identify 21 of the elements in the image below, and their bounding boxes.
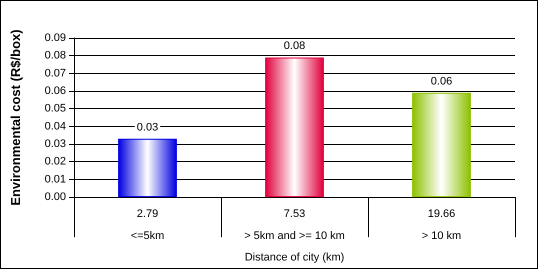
bar <box>265 57 324 198</box>
y-tick-label: 0.08 <box>44 50 66 62</box>
data-label: 0.03 <box>136 121 158 134</box>
bar <box>118 138 177 198</box>
x-tick-label: 19.66 > 10 km <box>422 208 462 242</box>
y-tick-label: 0.04 <box>44 120 66 132</box>
data-label: 0.06 <box>430 75 452 88</box>
y-tick-label: 0.03 <box>44 138 66 150</box>
y-tick-label: 0.02 <box>44 156 66 168</box>
y-tick-label: 0.07 <box>44 67 66 80</box>
x-axis-title: Distance of city (km) <box>244 252 344 264</box>
x-tick-label: 7.53 > 5km and >= 10 km <box>244 208 345 242</box>
x-tick-label: 2.79 <=5km <box>130 208 164 242</box>
y-tick-label: 0.09 <box>44 32 66 44</box>
y-tick-label: 0.01 <box>44 173 66 186</box>
y-tick-label: 0.05 <box>44 102 66 115</box>
bar <box>412 92 471 198</box>
y-tick-label: 0.06 <box>44 85 66 98</box>
data-label: 0.08 <box>284 40 306 52</box>
y-axis-title: Environmental cost (R$/box) <box>8 29 23 206</box>
y-tick-label: 0.00 <box>44 191 66 204</box>
